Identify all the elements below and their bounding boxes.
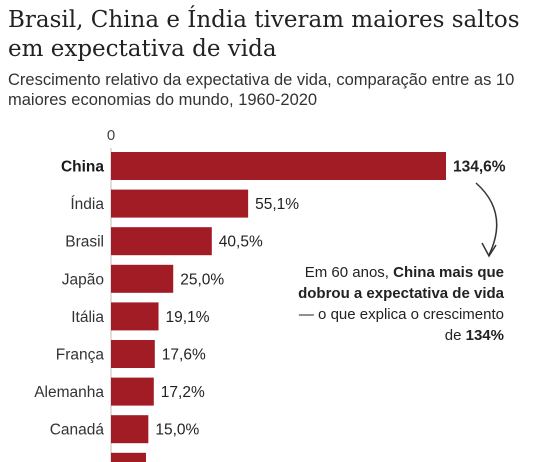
bar-brasil <box>111 227 212 256</box>
value-label-alemanha: 17,2% <box>161 384 205 401</box>
category-label-alemanha: Alemanha <box>34 384 104 401</box>
x-axis-tick-0: 0 <box>107 127 115 144</box>
category-label-franca: França <box>56 347 105 364</box>
value-label-brasil: 40,5% <box>219 234 263 251</box>
bar-canada <box>111 415 149 444</box>
bar-alemanha <box>111 377 154 406</box>
category-label-brasil: Brasil <box>65 234 104 251</box>
bars-group: China 134,6% Índia 55,1% Brasil 40,5% Japão 25,… <box>34 152 506 462</box>
annotation-arrow <box>475 182 498 256</box>
value-label-china: 134,6% <box>453 159 506 176</box>
bar-italia <box>111 302 159 331</box>
category-label-italia: Itália <box>71 309 104 326</box>
annotation-arrowhead <box>481 242 497 258</box>
bar-franca <box>111 340 155 368</box>
bar-cropped-next <box>111 452 146 462</box>
annotation-bold-1: China mais que dobrou a expectativa de v… <box>298 264 504 302</box>
annotation-bold-2: 134% <box>465 327 504 344</box>
chart-title: Brasil, China e Índia tiveram maiores sa… <box>8 7 520 62</box>
chart-subtitle: Crescimento relativo da expectativa de v… <box>8 71 515 109</box>
value-label-canada: 15,0% <box>155 422 199 439</box>
category-label-japao: Japão <box>62 271 104 288</box>
category-label-canada: Canadá <box>50 422 105 439</box>
bar-japao <box>111 264 174 293</box>
value-label-italia: 19,1% <box>166 309 210 326</box>
annotation-part-2: — o que explica o crescimento de <box>298 306 504 344</box>
value-label-india: 55,1% <box>255 196 299 213</box>
annotation-part-1: Em 60 anos, <box>304 264 394 281</box>
bar-india <box>111 189 249 218</box>
category-label-china: China <box>61 159 104 176</box>
annotation-text: Em 60 anos, China mais que dobrou a expe… <box>286 262 504 346</box>
bar-china <box>111 152 446 180</box>
value-label-franca: 17,6% <box>162 347 206 364</box>
category-label-india: Índia <box>70 196 104 213</box>
value-label-japao: 25,0% <box>180 271 224 288</box>
